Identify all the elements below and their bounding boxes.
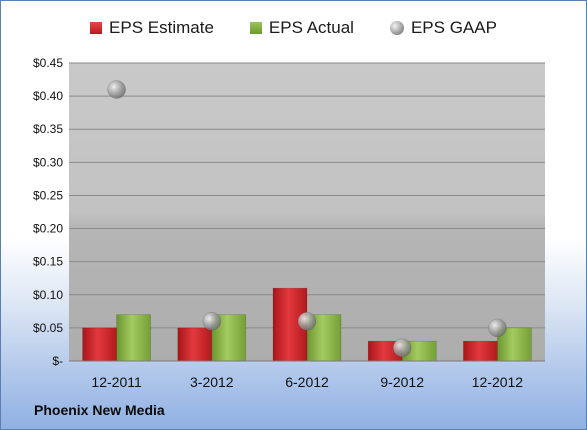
y-tick-label: $0.10: [33, 288, 63, 302]
legend-item-gaap: EPS GAAP: [389, 18, 497, 38]
bar-eps-estimate: [177, 327, 213, 362]
y-tick-label: $0.40: [33, 89, 63, 103]
y-tick-label: $0.25: [33, 188, 63, 202]
marker-eps-gaap: [488, 318, 507, 338]
bar-eps-actual: [116, 314, 151, 362]
marker-eps-gaap: [392, 338, 412, 358]
legend-swatch-gaap: [389, 21, 404, 35]
y-axis-ticks: $- $0.05 $0.10 $0.15 $0.20 $0.25 $0.30 $0.35 $0.…: [33, 56, 63, 368]
y-tick-label: $0.35: [33, 122, 63, 136]
x-tick-label: 12-2012: [472, 374, 524, 390]
legend: EPS Estimate EPS Actual EPS GAAP: [1, 18, 586, 38]
bars: [82, 287, 532, 362]
legend-label-gaap: EPS GAAP: [410, 18, 497, 37]
legend-swatch-estimate: [90, 22, 103, 34]
marker-eps-gaap: [107, 80, 126, 99]
company-name: Phoenix New Media: [34, 402, 165, 418]
y-tick-label: $0.15: [33, 255, 63, 269]
x-tick-label: 9-2012: [380, 374, 424, 390]
marker-eps-gaap: [297, 312, 317, 331]
gaap-markers: [107, 80, 507, 358]
legend-item-actual: EPS Actual: [249, 18, 354, 38]
bar-eps-estimate: [82, 327, 117, 362]
legend-item-estimate: EPS Estimate: [90, 18, 214, 38]
y-tick-label: $0.20: [33, 222, 63, 236]
x-axis-ticks: 12-2011 3-2012 6-2012 9-2012 12-2012: [91, 374, 523, 390]
marker-eps-gaap: [202, 312, 222, 331]
x-tick-label: 3-2012: [190, 374, 234, 390]
legend-label-actual: EPS Actual: [268, 18, 354, 37]
y-tick-label: $0.05: [33, 321, 63, 335]
y-tick-label: $0.45: [33, 56, 63, 70]
x-tick-label: 12-2011: [91, 374, 142, 390]
legend-swatch-actual: [249, 22, 262, 34]
legend-label-estimate: EPS Estimate: [109, 18, 214, 37]
y-tick-label: $0.30: [33, 155, 63, 169]
x-tick-label: 6-2012: [285, 374, 329, 390]
y-tick-label: $-: [52, 354, 63, 368]
bar-eps-estimate: [463, 340, 498, 362]
